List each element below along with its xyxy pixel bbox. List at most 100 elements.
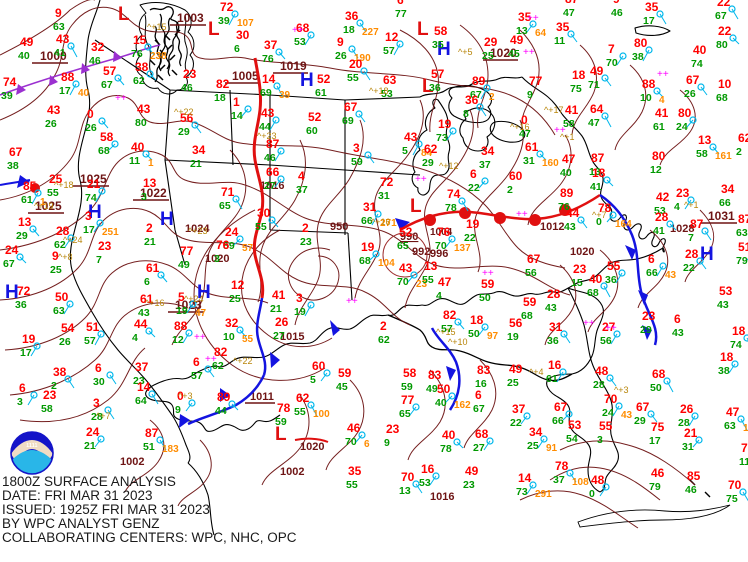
svg-text:55: 55 <box>346 479 358 491</box>
svg-text:^+3: ^+3 <box>178 391 192 401</box>
svg-text:79: 79 <box>649 481 661 493</box>
svg-text:38: 38 <box>718 365 730 377</box>
svg-text:6: 6 <box>470 167 477 181</box>
svg-text:^+16: ^+16 <box>371 217 391 227</box>
svg-text:57: 57 <box>242 243 254 254</box>
svg-text:29: 29 <box>640 324 652 336</box>
svg-text:29: 29 <box>178 126 190 138</box>
svg-text:23: 23 <box>300 236 312 248</box>
svg-text:++: ++ <box>605 323 617 334</box>
svg-text:51: 51 <box>738 240 748 254</box>
svg-text:58: 58 <box>696 148 708 160</box>
svg-text:70: 70 <box>401 470 415 484</box>
svg-text:6: 6 <box>19 381 26 395</box>
svg-text:75: 75 <box>570 83 582 95</box>
svg-text:3: 3 <box>93 396 100 410</box>
svg-text:950: 950 <box>330 221 348 233</box>
svg-text:43: 43 <box>56 32 70 46</box>
svg-text:1031: 1031 <box>708 209 735 223</box>
svg-text:68: 68 <box>359 255 371 267</box>
svg-text:37: 37 <box>296 184 308 196</box>
svg-text:39: 39 <box>218 15 230 27</box>
svg-text:44: 44 <box>134 317 148 331</box>
svg-text:67: 67 <box>473 403 485 415</box>
svg-text:26: 26 <box>684 88 696 100</box>
svg-text:18: 18 <box>720 350 734 364</box>
svg-text:22: 22 <box>683 262 695 274</box>
svg-text:17: 17 <box>83 224 95 236</box>
svg-text:36: 36 <box>547 335 559 347</box>
svg-text:25: 25 <box>527 440 539 452</box>
svg-text:++: ++ <box>205 354 217 365</box>
svg-text:60: 60 <box>509 169 523 183</box>
svg-text:4: 4 <box>436 290 442 302</box>
svg-text:^+19: ^+19 <box>34 201 54 211</box>
svg-text:1020: 1020 <box>300 441 324 453</box>
svg-text:4: 4 <box>674 201 680 213</box>
svg-text:H: H <box>700 244 714 265</box>
svg-text:85: 85 <box>687 469 701 483</box>
svg-text:12: 12 <box>172 334 184 346</box>
svg-text:61: 61 <box>315 87 327 99</box>
svg-text:69: 69 <box>260 87 272 99</box>
svg-text:^+10: ^+10 <box>448 337 468 347</box>
svg-text:BY WPC ANALYST GENZ: BY WPC ANALYST GENZ <box>2 516 160 531</box>
svg-text:6: 6 <box>397 0 404 7</box>
svg-text:H: H <box>300 70 314 91</box>
svg-text:23: 23 <box>98 239 112 253</box>
svg-text:63: 63 <box>53 305 65 317</box>
svg-text:57: 57 <box>431 67 445 81</box>
svg-text:23: 23 <box>463 479 475 491</box>
svg-text:17: 17 <box>20 347 32 359</box>
svg-text:18: 18 <box>732 324 746 338</box>
svg-text:291: 291 <box>535 489 552 500</box>
svg-text:++: ++ <box>346 296 358 307</box>
svg-text:26: 26 <box>680 402 694 416</box>
svg-text:7: 7 <box>608 42 615 56</box>
svg-text:6: 6 <box>144 276 150 288</box>
svg-text:2: 2 <box>489 92 495 103</box>
svg-text:^+15: ^+15 <box>436 327 456 337</box>
svg-text:28: 28 <box>547 287 561 301</box>
svg-text:40: 40 <box>589 272 603 286</box>
svg-text:89: 89 <box>472 74 486 88</box>
svg-text:63: 63 <box>736 227 748 239</box>
svg-text:43: 43 <box>564 221 576 233</box>
svg-text:63: 63 <box>383 73 397 87</box>
svg-text:43: 43 <box>545 302 557 314</box>
svg-text:3: 3 <box>85 209 92 223</box>
svg-text:22: 22 <box>468 182 480 194</box>
svg-text:67: 67 <box>554 400 568 414</box>
svg-text:61: 61 <box>653 121 665 133</box>
svg-text:^+17: ^+17 <box>544 105 564 115</box>
svg-text:1011: 1011 <box>250 391 274 403</box>
svg-text:21: 21 <box>144 236 156 248</box>
svg-text:32: 32 <box>91 40 105 54</box>
svg-text:61: 61 <box>546 373 558 385</box>
svg-text:9: 9 <box>527 89 533 101</box>
svg-text:40: 40 <box>18 50 30 62</box>
svg-text:160: 160 <box>542 158 559 169</box>
svg-text:67: 67 <box>636 400 650 414</box>
svg-text:44: 44 <box>215 405 227 417</box>
svg-text:992: 992 <box>412 246 430 258</box>
svg-text:24: 24 <box>602 407 614 419</box>
svg-text:2: 2 <box>380 319 387 333</box>
svg-text:6: 6 <box>648 252 655 266</box>
svg-text:28: 28 <box>593 379 605 391</box>
svg-text:73: 73 <box>516 486 528 498</box>
svg-text:59: 59 <box>523 295 537 309</box>
svg-text:1800Z SURFACE ANALYSIS: 1800Z SURFACE ANALYSIS <box>2 474 176 489</box>
svg-text:1: 1 <box>148 158 154 169</box>
svg-text:49: 49 <box>465 464 479 478</box>
svg-text:1012: 1012 <box>540 221 564 233</box>
svg-text:25: 25 <box>482 50 494 62</box>
svg-text:43: 43 <box>665 270 677 281</box>
svg-text:++: ++ <box>482 268 494 279</box>
svg-text:68: 68 <box>716 92 728 104</box>
svg-text:1002: 1002 <box>120 456 144 468</box>
svg-text:8: 8 <box>463 108 469 120</box>
svg-text:70: 70 <box>435 240 447 252</box>
svg-text:66: 66 <box>266 165 280 179</box>
svg-text:COLLABORATING CENTERS: WPC, NH: COLLABORATING CENTERS: WPC, NHC, OPC <box>2 530 297 545</box>
